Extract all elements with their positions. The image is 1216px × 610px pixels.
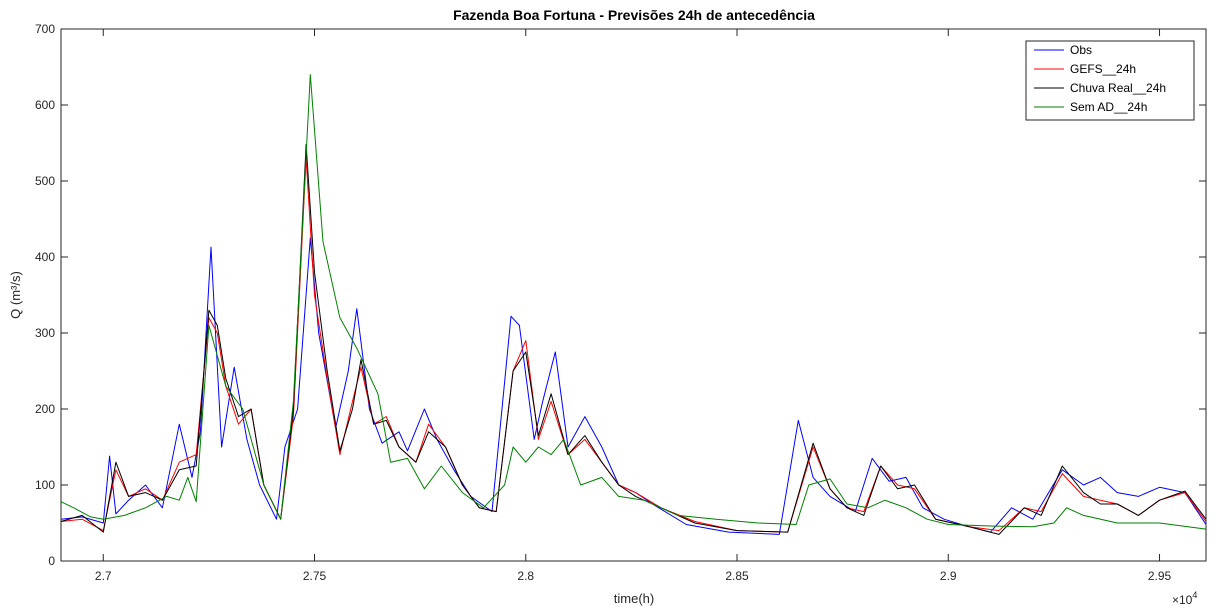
series-layer [60,74,1207,535]
x-tick-label: 2.95 [1148,569,1172,583]
y-tick-label: 700 [35,22,55,36]
x-tick-label: 2.75 [303,569,327,583]
series-line-3 [60,74,1207,530]
ticks-layer: 2.7 2.75 2.8 2.85 2.9 2.95 0 100 200 300 400 500 600… [35,22,1206,583]
y-tick-label: 600 [35,98,55,112]
x-tick-label: 2.7 [95,569,112,583]
y-tick-label: 100 [35,478,55,492]
y-tick-label: 300 [35,326,55,340]
series-line-2 [60,144,1207,535]
y-tick-label: 0 [48,554,55,568]
y-tick-label: 500 [35,174,55,188]
y-tick-label: 200 [35,402,55,416]
x-tick-label: 2.85 [725,569,749,583]
y-axis-label: Q (m³/s) [8,271,23,319]
x-axis-exponent: ×104 [1172,590,1197,607]
x-axis-label: time(h) [614,591,654,606]
legend-label-1: GEFS__24h [1070,62,1136,76]
x-axis-exponent-base: ×10 [1172,593,1193,607]
legend-label-2: Chuva Real__24h [1070,81,1166,95]
legend-items: Obs GEFS__24h Chuva Real__24h Sem AD__24h [1034,43,1166,114]
legend-label-3: Sem AD__24h [1070,100,1147,114]
plot-frame [60,28,1207,562]
legend: Obs GEFS__24h Chuva Real__24h Sem AD__24h [1025,40,1195,121]
legend-label-0: Obs [1070,43,1092,57]
x-tick-label: 2.9 [940,569,957,583]
chart-title: Fazenda Boa Fortuna - Previsões 24h de a… [453,7,815,23]
x-tick-label: 2.8 [517,569,534,583]
plot-area [61,29,1206,561]
y-tick-label: 400 [35,250,55,264]
x-axis-exponent-power: 4 [1192,590,1197,600]
